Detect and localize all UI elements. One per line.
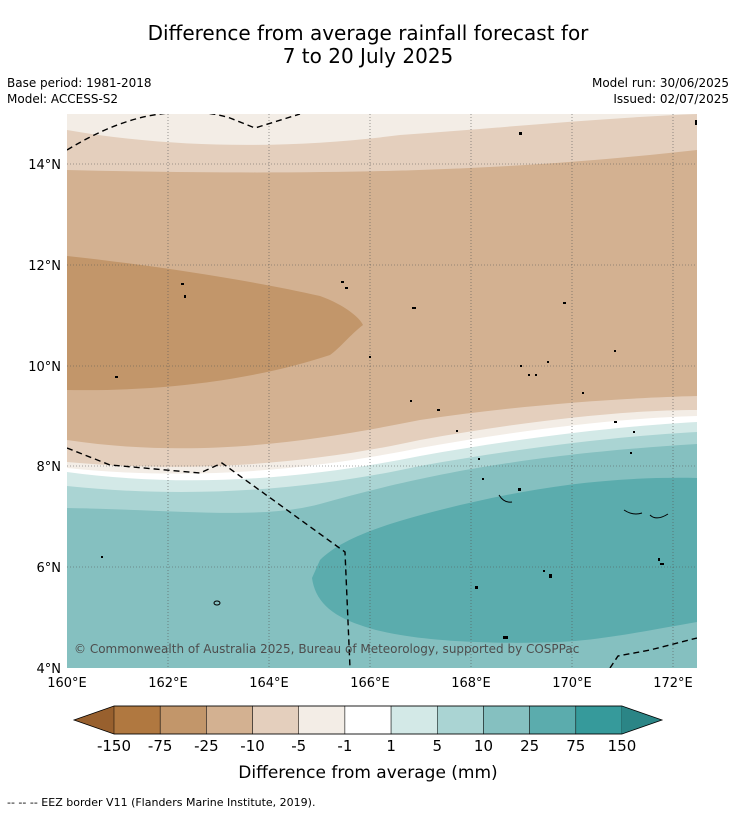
islands <box>101 120 697 639</box>
lon-label: 164°E <box>249 676 289 691</box>
colorbar-low-extend <box>74 706 114 734</box>
lon-label: 160°E <box>47 676 87 691</box>
colorbar-tick-label: -10 <box>240 737 265 755</box>
colorbar-tick-label: -75 <box>148 737 173 755</box>
eez-legend-text: -- -- -- EEZ border V11 (Flanders Marine… <box>7 796 316 809</box>
colorbar-tick-label: 150 <box>608 737 637 755</box>
atolls <box>213 494 669 606</box>
colorbar-cell <box>252 705 299 735</box>
title-line-2: 7 to 20 July 2025 <box>282 44 454 68</box>
lon-label: 170°E <box>552 676 592 691</box>
lat-label: 8°N <box>37 460 62 475</box>
lat-label: 10°N <box>28 360 61 375</box>
colorbar-cells <box>113 705 623 735</box>
colorbar-tick-label: 10 <box>474 737 493 755</box>
lon-label: 166°E <box>350 676 390 691</box>
colorbar-cell <box>390 705 438 735</box>
colorbar-tick-label: 25 <box>520 737 539 755</box>
colorbar-tick-label: 5 <box>432 737 442 755</box>
colorbar: -150 -75 -25 -10 -5 -1 1 5 10 25 75 150 Difference … <box>72 705 664 783</box>
chart-title: Difference from average rainfall forecas… <box>0 22 736 68</box>
meta-right: Model run: 30/06/2025 Issued: 02/07/2025 <box>592 75 729 107</box>
colorbar-tick-label: -5 <box>291 737 306 755</box>
colorbar-cell <box>206 705 253 735</box>
colorbar-tick-label: 1 <box>386 737 396 755</box>
issued-text: Issued: 02/07/2025 <box>613 92 729 106</box>
lat-label: 4°N <box>37 662 62 677</box>
latitude-labels: 14°N 12°N 10°N 8°N 6°N 4°N <box>28 158 61 677</box>
base-period-text: Base period: 1981-2018 <box>7 76 152 90</box>
lon-label: 172°E <box>653 676 693 691</box>
eez-borders <box>67 114 697 668</box>
colorbar-cell <box>344 705 392 735</box>
copyright-text: © Commonwealth of Australia 2025, Bureau… <box>74 642 579 656</box>
contour-band-wet-75 <box>312 477 697 643</box>
model-text: Model: ACCESS-S2 <box>7 92 119 106</box>
gridlines <box>67 114 697 668</box>
colorbar-cell <box>575 705 623 735</box>
colorbar-cell <box>483 705 530 735</box>
colorbar-cell <box>298 705 346 735</box>
title-line-1: Difference from average rainfall forecas… <box>147 21 589 45</box>
colorbar-tick-label: -150 <box>97 737 131 755</box>
colorbar-tick-label: -25 <box>194 737 219 755</box>
contour-band-dry-core <box>67 256 363 391</box>
lat-label: 14°N <box>28 158 61 173</box>
map-field: © Commonwealth of Australia 2025, Bureau… <box>67 114 697 668</box>
contour-band-north-5 <box>67 114 697 145</box>
colorbar-tick-label: 75 <box>566 737 585 755</box>
colorbar-cell <box>159 705 207 735</box>
colorbar-label: Difference from average (mm) <box>238 763 497 783</box>
meta-left: Base period: 1981-2018 Model: ACCESS-S2 <box>7 75 152 107</box>
lon-label: 168°E <box>451 676 491 691</box>
colorbar-high-extend <box>622 706 662 734</box>
lat-label: 12°N <box>28 259 61 274</box>
colorbar-cell <box>113 705 161 735</box>
colorbar-outline <box>72 705 664 735</box>
colorbar-cell <box>437 705 484 735</box>
longitude-labels: 160°E 162°E 164°E 166°E 168°E 170°E 172°… <box>47 676 693 691</box>
lon-label: 162°E <box>148 676 188 691</box>
colorbar-cell <box>529 705 577 735</box>
colorbar-tick-label: -1 <box>337 737 352 755</box>
colorbar-ticks: -150 -75 -25 -10 -5 -1 1 5 10 25 75 150 <box>97 737 636 755</box>
lat-label: 6°N <box>37 561 62 576</box>
model-run-text: Model run: 30/06/2025 <box>591 76 729 90</box>
